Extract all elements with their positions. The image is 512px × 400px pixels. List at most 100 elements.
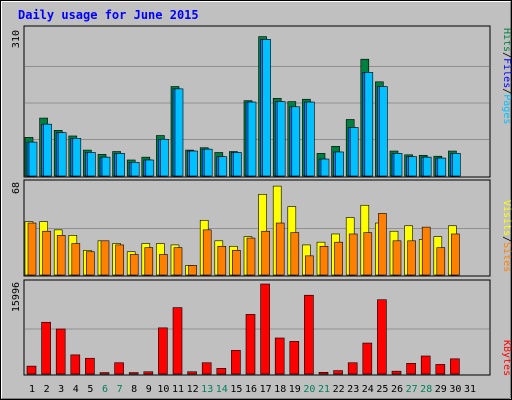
x-tick-label: 6 [102,384,108,395]
x-tick-label: 17 [260,384,272,395]
bar-sites [144,247,154,276]
top-max-label: 310 [11,30,22,48]
bar-sites [319,245,329,276]
bar-kbytes [143,371,154,375]
x-tick-label: 20 [303,384,315,395]
bar-pages [116,153,125,177]
x-tick-label: 19 [289,384,301,395]
legend-sep-3: / [501,236,512,242]
bar-kbytes [128,372,139,375]
bar-pages [349,127,359,177]
bar-kbytes [55,328,66,375]
x-tick-label: 13 [201,384,213,395]
bar-kbytes [99,372,110,375]
legend-sites: Sites [501,242,512,272]
x-tick-label: 9 [146,384,152,395]
bar-pages [174,88,184,177]
bar-sites [407,240,416,276]
bar-pages [291,106,301,177]
bar-sites [392,240,402,276]
bar-kbytes [70,354,81,375]
bar-sites [188,265,197,276]
x-tick-label: 10 [157,384,169,395]
x-tick-label: 16 [245,384,257,395]
bar-sites [261,230,270,276]
x-tick-label: 5 [87,384,93,395]
bar-kbytes [201,362,212,375]
bar-kbytes [114,362,124,375]
chart-title: Daily usage for June 2015 [18,8,199,22]
bar-sites [363,232,373,276]
bar-kbytes [420,355,431,375]
panel-top [23,25,491,178]
x-tick-label: 21 [318,384,330,395]
bar-sites [348,233,358,276]
bar-sites [232,250,241,276]
bar-sites [334,241,343,276]
bar-sites [27,222,37,276]
x-tick-label: 11 [172,384,184,395]
bar-kbytes [435,364,446,375]
bar-kbytes [158,327,168,375]
x-tick-label: 8 [131,384,137,395]
bar-sites [173,247,183,276]
x-tick-label: 12 [187,384,199,395]
bar-pages [379,86,388,177]
legend-middle: Visits/Sites [501,200,512,272]
x-tick-label: 27 [406,384,418,395]
middle-max-label: 68 [11,182,22,194]
bar-sites [115,244,124,276]
bar-sites [378,213,387,276]
bar-sites [42,230,51,276]
bar-sites [159,254,168,276]
bar-pages [130,162,140,177]
x-tick-label: 7 [117,384,123,395]
bar-sites [202,229,212,276]
bar-pages [437,157,447,177]
bar-kbytes [333,370,343,375]
bar-kbytes [231,350,241,375]
bar-pages [276,101,286,177]
legend-sep-1: / [501,52,512,58]
bar-sites [86,251,95,276]
bar-pages [408,156,417,177]
bar-pages [189,150,198,177]
legend-top: Hits/Files/Pages [501,28,512,124]
bar-sites [305,255,314,276]
bar-pages [452,153,461,177]
x-tick-label: 28 [420,384,432,395]
bar-pages [43,123,52,177]
bar-sites [451,233,460,276]
bar-pages [72,138,82,177]
bar-sites [275,222,285,276]
bar-kbytes [85,357,95,375]
bar-pages [101,156,111,177]
x-tick-label: 22 [333,384,345,395]
bar-kbytes [450,358,460,375]
bar-pages [364,72,374,177]
x-tick-label: 30 [449,384,461,395]
bar-kbytes [289,341,300,375]
bar-pages [145,159,155,177]
bar-pages [306,101,315,177]
bar-sites [421,226,431,276]
bar-pages [233,152,242,177]
bar-pages [247,101,257,177]
bar-kbytes [347,362,358,375]
bar-sites [129,254,139,276]
x-tick-label: 1 [29,384,35,395]
bar-pages [218,156,228,177]
bar-kbytes [406,363,416,375]
bar-kbytes [260,283,270,375]
bar-pages [262,39,271,177]
bar-pages [203,148,213,177]
x-tick-label: 18 [274,384,286,395]
x-tick-label: 29 [435,384,447,395]
bar-kbytes [391,370,402,375]
bar-kbytes [216,368,227,375]
bar-sites [246,237,256,276]
bar-sites [290,232,300,276]
bar-kbytes [26,365,37,375]
panel-bottom [23,279,491,376]
